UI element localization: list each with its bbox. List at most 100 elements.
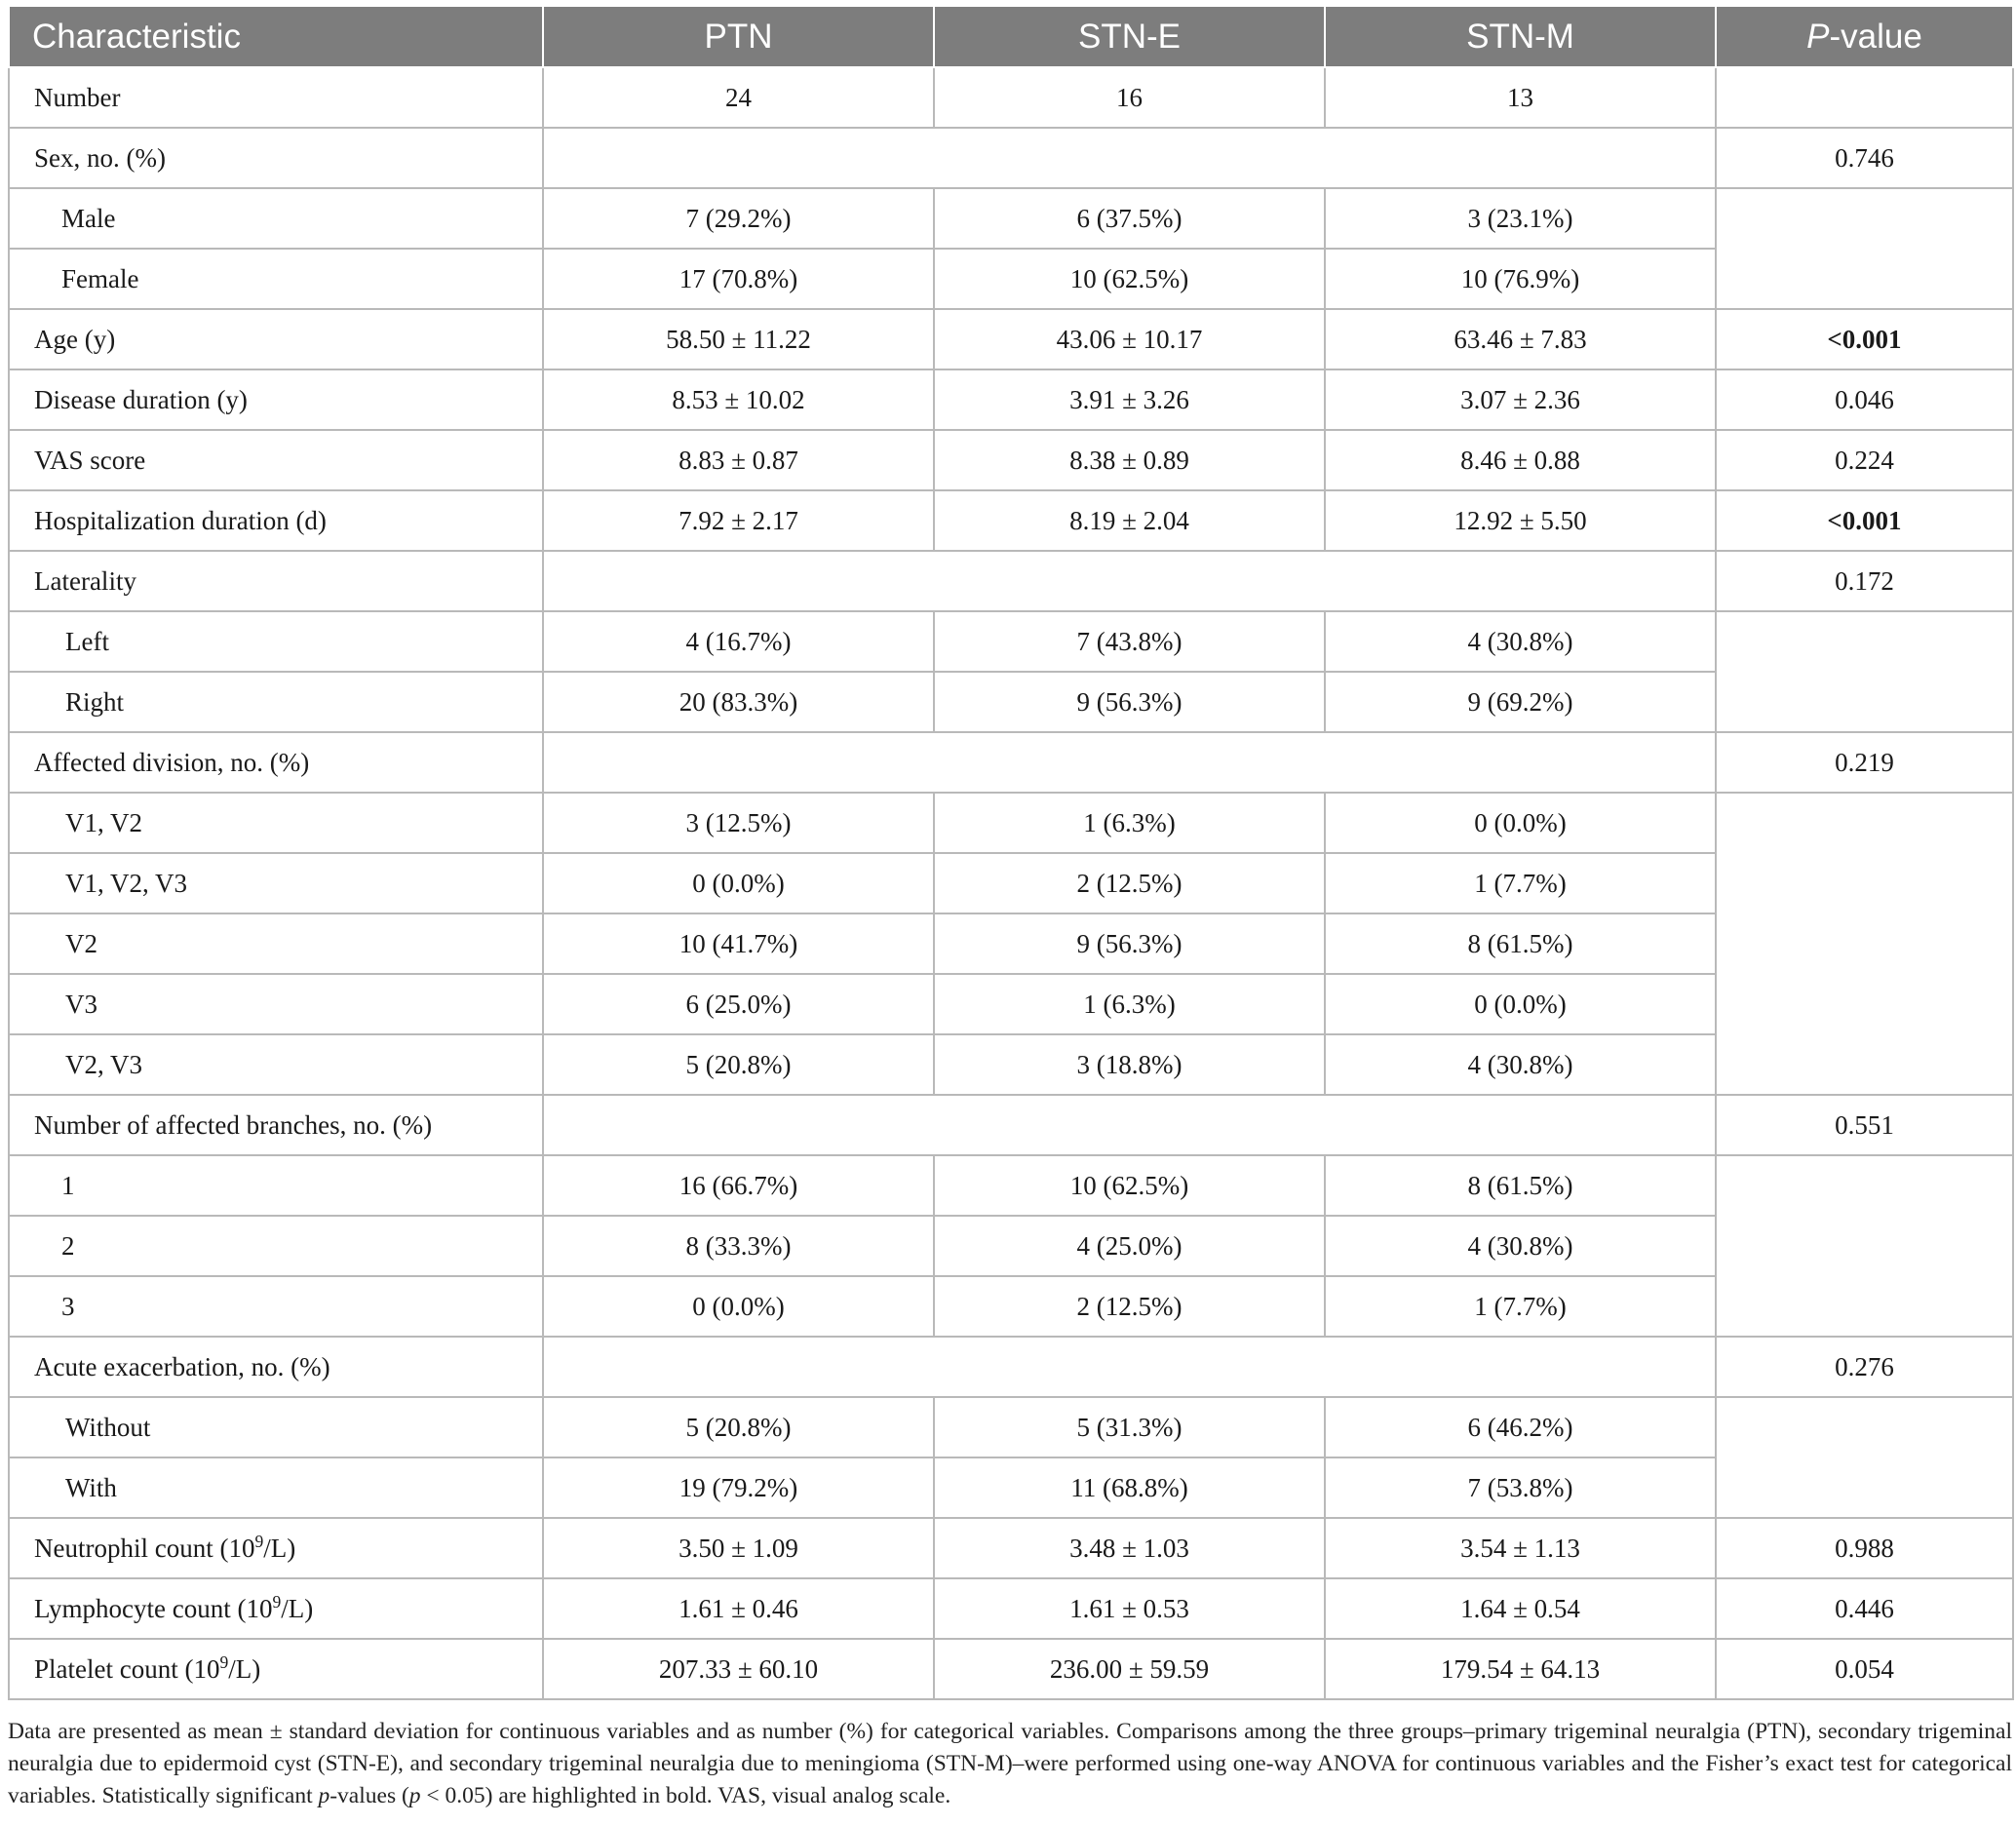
cell-p-value [1715,974,2014,1034]
cell-p-value: <0.001 [1715,308,2014,370]
cell-ptn: 1.61 ± 0.46 [542,1577,935,1640]
characteristic-label: Lymphocyte count (10 [34,1593,273,1623]
cell-stn-m: 7 (53.8%) [1324,1457,1717,1519]
cell-characteristic: V2, V3 [8,1033,544,1096]
cell-p-value [1715,1457,2014,1519]
characteristic-label: Age (y) [34,324,116,354]
table-row: Right 20 (83.3%) 9 (56.3%) 9 (69.2%) [8,671,2014,733]
cell-stn-e: 5 (31.3%) [933,1396,1326,1458]
cell-ptn: 6 (25.0%) [542,973,935,1035]
characteristic-label: V1, V2, V3 [65,868,188,898]
table-footnote: Data are presented as mean ± standard de… [8,1716,2012,1812]
cell-characteristic: Age (y) [8,308,544,370]
cell-p-value [1715,611,2014,672]
table-row: 1 16 (66.7%) 10 (62.5%) 8 (61.5%) [8,1154,2014,1217]
cell-stn-m: 4 (30.8%) [1324,1215,1717,1277]
cell-stn-e: 4 (25.0%) [933,1215,1326,1277]
table-row: Female 17 (70.8%) 10 (62.5%) 10 (76.9%) [8,248,2014,310]
cell-characteristic: 2 [8,1215,544,1277]
header-p-value: P-value [1715,5,2014,68]
footnote-part3: < 0.05) are highlighted in bold. VAS, vi… [420,1783,951,1808]
characteristic-label: With [65,1472,117,1502]
cell-stn-e: 10 (62.5%) [933,1154,1326,1217]
cell-stn-m: 6 (46.2%) [1324,1396,1717,1458]
cell-characteristic: Number of affected branches, no. (%) [8,1094,544,1156]
cell-p-value [1715,188,2014,249]
cell-p-value [1715,66,2014,129]
cell-p-value [1715,853,2014,913]
characteristic-label-superscript: 9 [219,1651,229,1672]
table-row: V3 6 (25.0%) 1 (6.3%) 0 (0.0%) [8,973,2014,1035]
characteristic-label: Number of affected branches, no. (%) [34,1109,433,1140]
characteristic-label: Number [34,82,121,112]
cell-stn-e: 9 (56.3%) [933,671,1326,733]
table-row: Age (y) 58.50 ± 11.22 43.06 ± 10.17 63.46 ±… [8,308,2014,370]
cell-stn-e: 8.19 ± 2.04 [933,489,1326,552]
cell-characteristic: Male [8,187,544,250]
table-row: Without 5 (20.8%) 5 (31.3%) 6 (46.2%) [8,1396,2014,1458]
table-row: 3 0 (0.0%) 2 (12.5%) 1 (7.7%) [8,1275,2014,1338]
cell-characteristic: Female [8,248,544,310]
table-row: Disease duration (y) 8.53 ± 10.02 3.91 ± 3… [8,369,2014,431]
cell-stn-m: 8 (61.5%) [1324,913,1717,975]
document: Characteristic PTN STN-E STN-M P-value N… [8,5,2014,1812]
header-p-suffix: -value [1829,17,1922,56]
table-row: Lymphocyte count (109/L) 1.61 ± 0.46 1.61 … [8,1577,2014,1640]
characteristic-label: Acute exacerbation, no. (%) [34,1351,330,1381]
cell-characteristic: VAS score [8,429,544,491]
footnote-part2: -values ( [330,1783,409,1808]
cell-characteristic: With [8,1457,544,1519]
cell-characteristic: Acute exacerbation, no. (%) [8,1336,544,1398]
cell-stn-e: 16 [933,66,1326,129]
characteristic-label: Right [65,686,125,717]
cell-ptn: 58.50 ± 11.22 [542,308,935,370]
cell-stn-m: 0 (0.0%) [1324,792,1717,854]
cell-ptn: 3 (12.5%) [542,792,935,854]
cell-p-value: 0.446 [1715,1577,2014,1640]
characteristic-label: VAS score [34,445,146,475]
cell-p-value [1715,1216,2014,1276]
table-row: V1, V2 3 (12.5%) 1 (6.3%) 0 (0.0%) [8,792,2014,854]
header-stn-m: STN-M [1324,5,1717,68]
cell-stn-e: 2 (12.5%) [933,1275,1326,1338]
cell-characteristic: Number [8,66,544,129]
characteristic-label: Laterality [34,565,136,596]
characteristics-table: Characteristic PTN STN-E STN-M P-value N… [8,5,2014,1700]
footnote-p-italic: p [318,1783,330,1808]
cell-stn-m: 4 (30.8%) [1324,610,1717,673]
characteristic-label: Disease duration (y) [34,384,248,414]
cell-ptn: 20 (83.3%) [542,671,935,733]
cell-stn-e: 3.91 ± 3.26 [933,369,1326,431]
table-row: Neutrophil count (109/L) 3.50 ± 1.09 3.48 … [8,1517,2014,1579]
characteristic-label: Left [65,626,109,656]
cell-group-blank [542,550,1717,612]
cell-stn-e: 6 (37.5%) [933,187,1326,250]
cell-characteristic: Without [8,1396,544,1458]
characteristic-label-suffix: /L) [281,1593,314,1623]
cell-p-value: <0.001 [1715,489,2014,552]
cell-stn-m: 3.54 ± 1.13 [1324,1517,1717,1579]
cell-stn-e: 3 (18.8%) [933,1033,1326,1096]
characteristic-label: V3 [65,989,97,1019]
cell-stn-m: 13 [1324,66,1717,129]
cell-characteristic: V3 [8,973,544,1035]
characteristic-label: 2 [61,1230,75,1261]
header-stn-e: STN-E [933,5,1326,68]
cell-characteristic: V2 [8,913,544,975]
cell-ptn: 3.50 ± 1.09 [542,1517,935,1579]
characteristic-label: Without [65,1412,151,1442]
cell-characteristic: Platelet count (109/L) [8,1638,544,1700]
characteristic-label: Hospitalization duration (d) [34,505,327,535]
cell-stn-m: 1 (7.7%) [1324,852,1717,914]
table-row: V2, V3 5 (20.8%) 3 (18.8%) 4 (30.8%) [8,1033,2014,1096]
cell-ptn: 0 (0.0%) [542,1275,935,1338]
cell-p-value [1715,672,2014,733]
cell-stn-e: 1 (6.3%) [933,973,1326,1035]
cell-stn-e: 10 (62.5%) [933,248,1326,310]
characteristic-label: Male [61,203,116,233]
table-row: Left 4 (16.7%) 7 (43.8%) 4 (30.8%) [8,610,2014,673]
cell-group-blank [542,1094,1717,1156]
table-row: VAS score 8.83 ± 0.87 8.38 ± 0.89 8.46 ± 0.… [8,429,2014,491]
cell-stn-e: 7 (43.8%) [933,610,1326,673]
cell-p-value [1715,1397,2014,1457]
